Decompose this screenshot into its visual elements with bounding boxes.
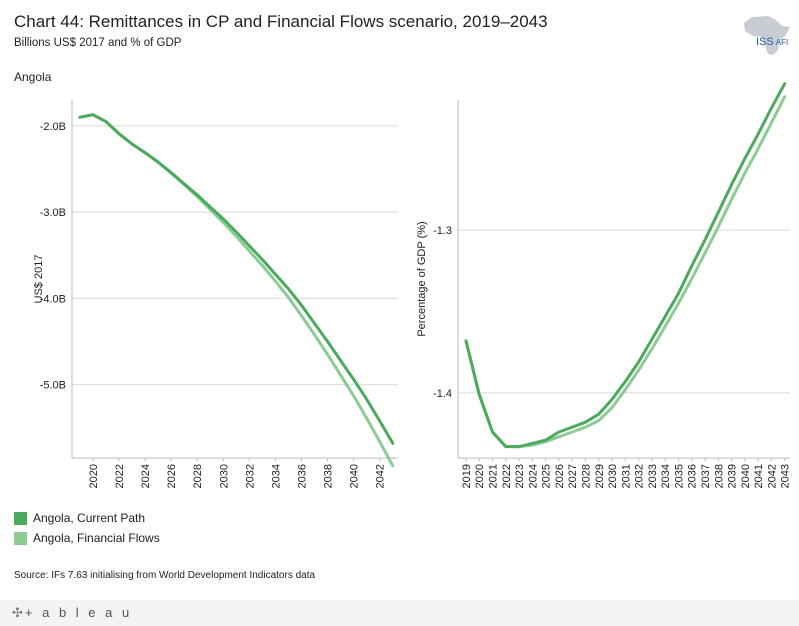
- x-tick-label: 2041: [753, 464, 765, 488]
- chart-remittances-usd: -2.0B -3.0B -4.0B -5.0B 2020 2022 2024 2026 2028…: [33, 100, 398, 488]
- x-tick-label: 2033: [647, 464, 659, 488]
- africa-map-icon: [744, 16, 790, 55]
- legend-swatch-financial-flows: [14, 531, 27, 545]
- x-tick-label: 2032: [634, 464, 646, 488]
- y-tick-label: -4.0B: [40, 293, 66, 305]
- x-tick-label: 2040: [740, 464, 752, 488]
- legend-label-current-path: Angola, Current Path: [33, 511, 146, 525]
- y-axis-title: US$ 2017: [33, 255, 45, 304]
- legend-item-financial-flows[interactable]: Angola, Financial Flows: [14, 528, 160, 548]
- x-tick-label: 2031: [620, 464, 632, 488]
- x-tick-label: 2025: [541, 464, 553, 488]
- x-tick-label: 2038: [713, 464, 725, 488]
- x-tick-label: 2028: [192, 464, 204, 488]
- legend-swatch-current-path: [14, 511, 27, 525]
- series-line-current-path[interactable]: [78, 113, 395, 445]
- x-tick-label: 2034: [270, 464, 282, 488]
- x-tick-label: 2021: [488, 464, 500, 488]
- x-tick-label: 2022: [501, 464, 513, 488]
- x-tick-label: 2022: [114, 464, 126, 488]
- y-tick-label: -1.3: [433, 225, 452, 237]
- x-tick-label: 2029: [594, 464, 606, 488]
- x-tick-label: 2020: [88, 464, 100, 488]
- chart-remittances-gdp: -1.3 -1.4 2019 2020 2021 2022 2023 2024 2025 2026…: [416, 82, 792, 488]
- x-tick-label: 2040: [349, 464, 361, 488]
- logo-sub-text: AFI: [775, 38, 789, 47]
- iss-afi-logo: ISS AFI: [756, 36, 788, 48]
- source-note: Source: IFs 7.63 initialising from World…: [14, 570, 316, 581]
- x-tick-label: 2023: [514, 464, 526, 488]
- x-tick-label: 2028: [580, 464, 592, 488]
- tableau-logo[interactable]: ✣ + a b l e a u: [12, 605, 132, 621]
- x-tick-label: 2030: [607, 464, 619, 488]
- tableau-cross-icon: ✣: [12, 605, 23, 620]
- series-line-current-path[interactable]: [464, 82, 787, 449]
- x-tick-label: 2034: [660, 464, 672, 488]
- x-tick-label: 2035: [673, 464, 685, 488]
- x-tick-label: 2020: [474, 464, 486, 488]
- logo-main-text: ISS: [756, 36, 774, 48]
- tableau-footer: ✣ + a b l e a u: [0, 600, 799, 626]
- x-tick-label: 2038: [323, 464, 335, 488]
- y-tick-label: -2.0B: [40, 121, 66, 133]
- x-tick-label: 2036: [687, 464, 699, 488]
- x-tick-label: 2042: [766, 464, 778, 488]
- y-tick-label: -1.4: [433, 388, 452, 400]
- x-tick-label: 2026: [166, 464, 178, 488]
- y-axis-title: Percentage of GDP (%): [416, 221, 428, 336]
- x-tick-label: 2019: [461, 464, 473, 488]
- chart-title: Chart 44: Remittances in CP and Financia…: [14, 12, 548, 31]
- legend-item-current-path[interactable]: Angola, Current Path: [14, 508, 160, 528]
- series-line-financial-flows[interactable]: [78, 113, 395, 468]
- x-tick-label: 2042: [375, 464, 387, 488]
- tableau-wordmark: + a b l e a u: [24, 605, 133, 620]
- country-label: Angola: [14, 70, 52, 84]
- chart-subtitle: Billions US$ 2017 and % of GDP: [14, 37, 182, 49]
- legend: Angola, Current Path Angola, Financial F…: [14, 508, 160, 548]
- x-tick-label: 2039: [727, 464, 739, 488]
- y-tick-label: -5.0B: [40, 380, 66, 392]
- y-tick-label: -3.0B: [40, 207, 66, 219]
- x-tick-label: 2024: [140, 464, 152, 488]
- legend-label-financial-flows: Angola, Financial Flows: [33, 531, 160, 545]
- series-line-financial-flows[interactable]: [464, 95, 787, 449]
- x-tick-label: 2032: [244, 464, 256, 488]
- x-tick-label: 2037: [700, 464, 712, 488]
- x-tick-label: 2027: [567, 464, 579, 488]
- x-tick-label: 2043: [780, 464, 792, 488]
- x-tick-label: 2026: [554, 464, 566, 488]
- x-tick-label: 2030: [218, 464, 230, 488]
- x-tick-label: 2036: [297, 464, 309, 488]
- x-tick-label: 2024: [527, 464, 539, 488]
